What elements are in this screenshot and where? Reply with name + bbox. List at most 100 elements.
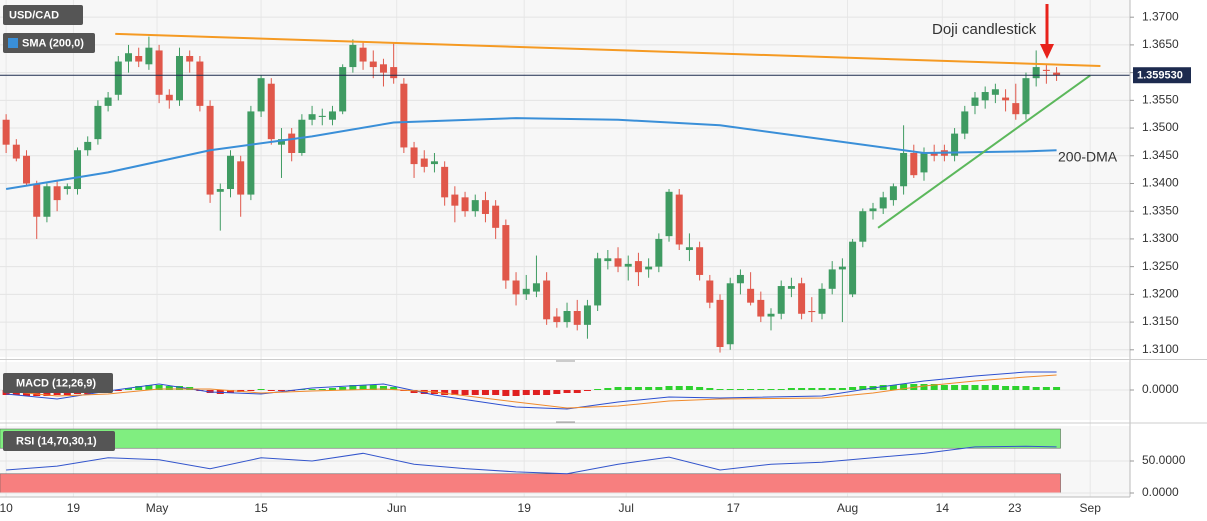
macd-bar [798,388,806,390]
candle-body [685,247,693,251]
candle-body [94,105,102,140]
macd-bar [747,389,755,390]
macd-bar [522,390,530,395]
candle-body [196,61,204,106]
legend-symbol: USD/CAD [9,9,59,21]
candle-body [43,186,51,217]
macd-bar [471,390,479,395]
candle-body [1042,69,1050,71]
candle-body [84,141,92,151]
candle-body [716,299,724,348]
macd-bar [481,390,489,395]
candle-body [859,211,867,242]
candle-body [420,158,428,167]
candle-body [145,47,153,65]
candle-body [1053,72,1061,76]
macd-bar [767,389,775,390]
candle-body [481,200,489,214]
candle-body [675,194,683,245]
candle-body [624,263,632,267]
macd-bar [267,390,275,391]
candle-body [1012,103,1020,115]
macd-bar [349,385,357,390]
macd-bar [951,385,959,390]
candle-body [471,200,479,212]
macd-bar [420,390,428,394]
macd-bar [614,387,622,390]
candle-body [777,286,785,314]
candle-body [808,310,816,313]
candle-body [696,247,704,275]
y-tick-label: 1.3550 [1142,93,1179,107]
macd-line [6,374,1057,409]
macd-bar [665,386,673,390]
macd-bar [859,386,867,390]
macd-bar [1032,387,1040,390]
macd-bar [277,390,285,391]
candle-body [614,258,622,267]
x-tick-label: Sep [1080,501,1102,515]
macd-bar [675,386,683,390]
y-tick-label: 50.0000 [1142,453,1186,467]
macd-bar [900,384,908,390]
macd-bar [257,389,265,390]
candle-body [308,114,316,120]
candle-body [971,97,979,106]
legend-box [3,33,95,53]
candle-body [369,61,377,68]
candle-body [951,133,959,156]
candle-body [665,191,673,237]
candle-body [53,186,61,201]
macd-bar [492,390,500,395]
candle-body [869,208,877,212]
candle-body [33,183,41,217]
candle-body [104,97,112,106]
candle-body [125,53,133,62]
candle-body [910,153,918,176]
candle-body [186,55,194,62]
macd-bar [135,386,143,390]
macd-bar [379,386,387,390]
macd-bar [849,387,857,390]
candle-body [706,280,714,303]
macd-bar [604,388,612,390]
macd-bar [838,388,846,390]
macd-bar [879,385,887,390]
macd-bar [359,385,367,390]
candle-body [543,280,551,320]
candle-body [216,189,224,192]
candle-body [726,283,734,345]
x-tick-label: 19 [67,501,81,515]
candle-body [328,111,336,120]
candle-body [798,283,806,314]
macd-bar [624,387,632,390]
arrow-head [1040,44,1054,59]
macd-bar [502,390,510,396]
x-tick-label: Aug [837,501,858,515]
candle-body [400,83,408,148]
candle-body [135,55,143,62]
candle-body [818,288,826,314]
macd-bar [441,390,449,395]
y-tick-label: 1.3450 [1142,148,1179,162]
rsi-title: RSI (14,70,30,1) [16,435,97,447]
candle-body [553,316,561,323]
candle-body [930,153,938,156]
candle-body [430,161,438,165]
macd-bar [1042,387,1050,390]
macd-bar [328,388,336,390]
macd-bar [930,384,938,390]
x-tick-label: 23 [1008,501,1022,515]
macd-bar [125,388,133,390]
macd-bar [226,390,234,393]
candle-body [339,67,347,112]
macd-bar [165,386,173,390]
candle-body [165,94,173,101]
macd-bar [981,385,989,390]
x-tick-label: 14 [936,501,950,515]
legend-swatch [8,38,18,48]
macd-bar [594,389,602,390]
candle-body [441,166,449,198]
candle-body [298,119,306,153]
